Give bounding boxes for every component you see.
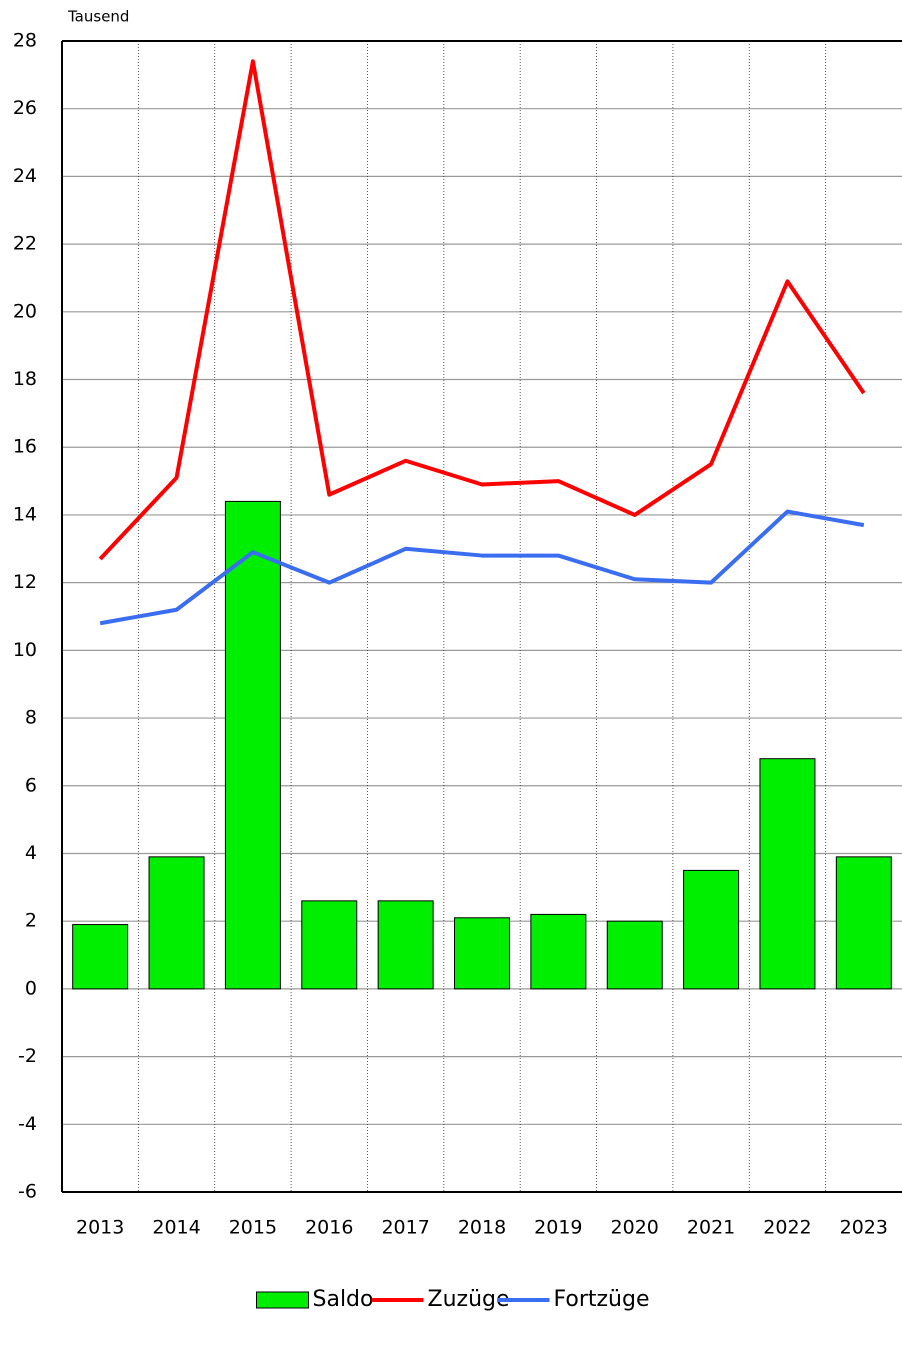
bar: [759, 758, 816, 990]
legend-label: Zuzüge: [428, 1287, 510, 1312]
y-tick-label: -4: [18, 1113, 37, 1135]
legend-label: Fortzüge: [554, 1287, 650, 1312]
bar: [683, 869, 740, 990]
x-tick-label: 2020: [611, 1217, 659, 1239]
line: [99, 509, 865, 626]
y-tick-label: 4: [25, 842, 37, 864]
x-tick-label: 2014: [152, 1217, 200, 1239]
y-tick-label: 8: [25, 707, 37, 729]
bar: [148, 856, 205, 990]
y-tick-label: 28: [13, 30, 37, 52]
y-tick-label: 14: [13, 503, 37, 525]
y-tick-label: 10: [13, 639, 37, 661]
y-tick-label: 24: [13, 165, 37, 187]
x-tick-label: 2017: [381, 1217, 429, 1239]
x-tick-label: 2023: [840, 1217, 888, 1239]
y-tick-label: -6: [18, 1181, 37, 1203]
bar: [301, 900, 358, 990]
x-tick-label: 2013: [76, 1217, 124, 1239]
line: [98, 59, 866, 561]
unit-label: Tausend: [67, 8, 129, 26]
x-tick-label: 2018: [458, 1217, 506, 1239]
legend-label: Saldo: [313, 1287, 374, 1312]
bar: [530, 913, 587, 990]
legend-swatch: [256, 1291, 309, 1309]
y-tick-label: 22: [13, 233, 37, 255]
bar: [454, 917, 510, 990]
y-tick-label: 12: [13, 571, 37, 593]
bar: [377, 900, 434, 990]
bar: [835, 856, 892, 990]
y-tick-label: 20: [13, 300, 37, 322]
bar: [72, 924, 129, 990]
y-tick-label: 2: [25, 910, 37, 932]
y-tick-label: 18: [13, 368, 37, 390]
x-tick-label: 2015: [229, 1217, 277, 1239]
y-tick-label: 26: [13, 97, 37, 119]
x-tick-label: 2019: [534, 1217, 582, 1239]
bar: [224, 500, 281, 990]
x-tick-label: 2016: [305, 1217, 353, 1239]
x-tick-label: 2021: [687, 1217, 735, 1239]
x-tick-label: 2022: [763, 1217, 811, 1239]
y-tick-label: 16: [13, 436, 37, 458]
y-tick-label: 6: [25, 774, 37, 796]
bar: [606, 920, 663, 990]
y-tick-label: 0: [25, 977, 37, 999]
y-tick-label: -2: [18, 1045, 37, 1067]
